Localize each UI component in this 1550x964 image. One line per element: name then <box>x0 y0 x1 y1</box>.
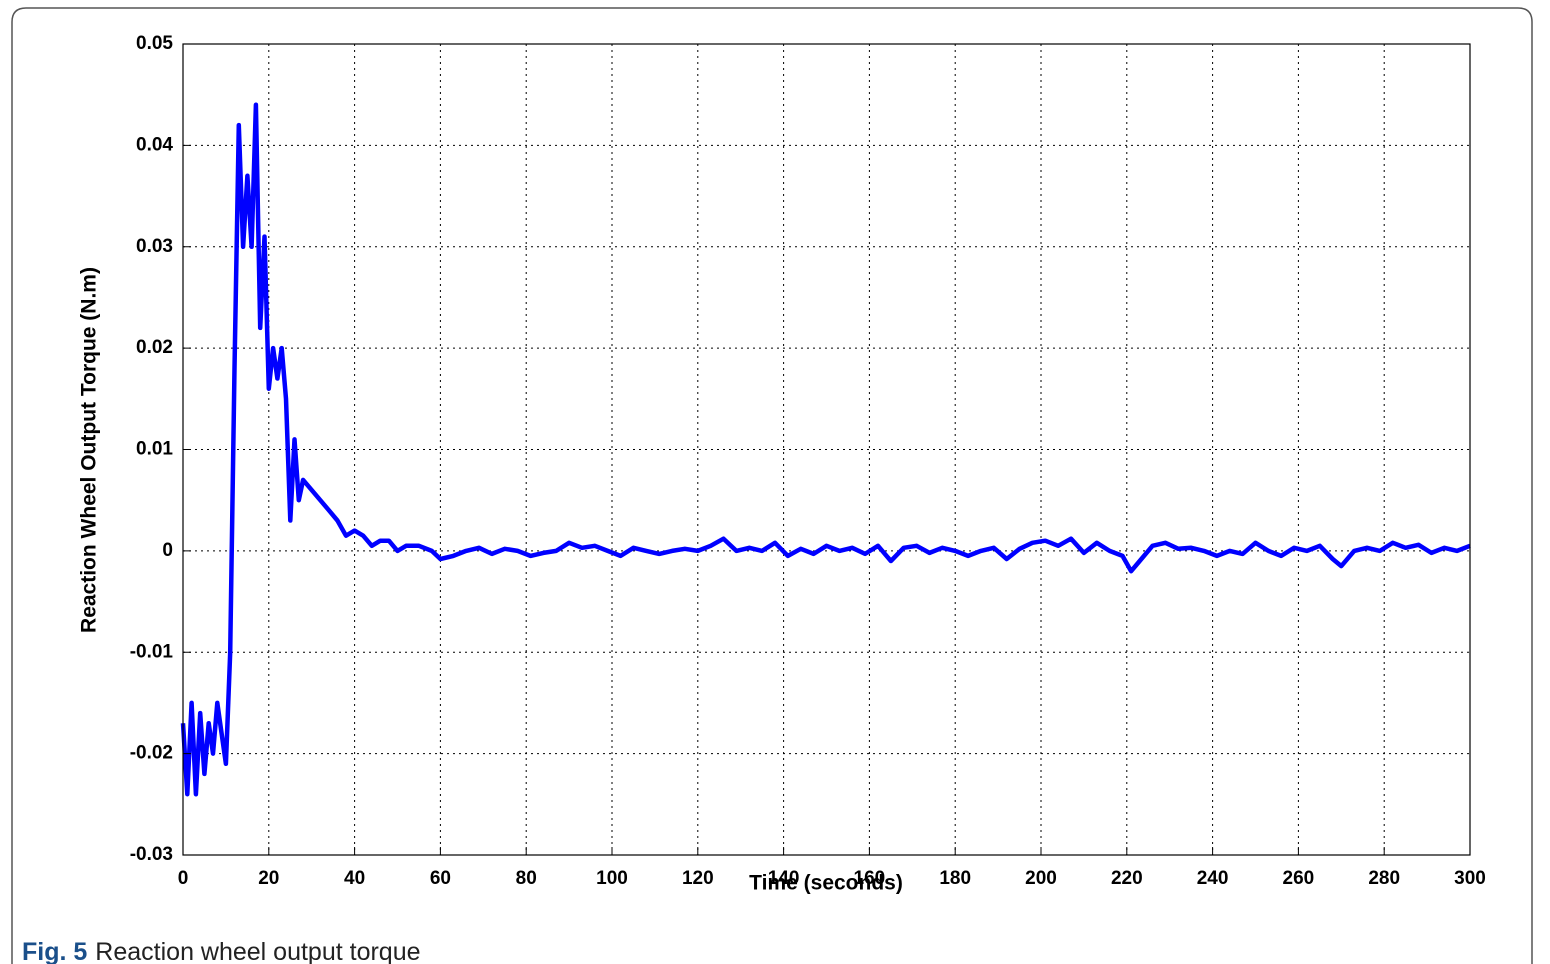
x-tick-label: 20 <box>258 868 279 889</box>
x-tick-label: 260 <box>1283 868 1315 889</box>
y-tick-label: -0.03 <box>130 844 173 865</box>
x-tick-label: 220 <box>1111 868 1143 889</box>
y-tick-label: 0 <box>162 540 173 561</box>
figure-frame <box>11 7 1533 964</box>
plot <box>180 102 1471 797</box>
y-tick-label: 0.01 <box>136 439 173 460</box>
x-tick-label: 100 <box>596 868 628 889</box>
x-axis-label: Time (seconds) <box>749 872 903 895</box>
caption-text: Reaction wheel output torque <box>95 938 420 964</box>
caption-label: Fig. 5 <box>22 938 87 964</box>
y-tick-label: 0.05 <box>136 33 173 54</box>
x-tick-label: 120 <box>682 868 714 889</box>
x-tick-label: 180 <box>939 868 971 889</box>
x-tick-label: 200 <box>1025 868 1057 889</box>
data-line <box>180 102 1471 797</box>
y-tick-label: 0.04 <box>136 134 173 155</box>
x-tick-label: 40 <box>344 868 365 889</box>
y-axis-label: Reaction Wheel Output Torque (N.m) <box>78 267 101 633</box>
y-tick-label: 0.03 <box>136 236 173 257</box>
y-tick-label: -0.01 <box>130 641 174 662</box>
caption: Fig. 5 Reaction wheel output torque <box>22 938 421 964</box>
x-tick-label: 280 <box>1368 868 1400 889</box>
x-tick-label: 0 <box>178 868 189 889</box>
x-tick-label: 140 <box>768 868 800 889</box>
x-tick-label: 60 <box>430 868 451 889</box>
x-tick-label: 300 <box>1454 868 1486 889</box>
y-tick-label: 0.02 <box>136 337 173 358</box>
x-tick-label: 80 <box>516 868 537 889</box>
x-tick-label: 160 <box>854 868 886 889</box>
y-tick-label: -0.02 <box>130 743 173 764</box>
x-tick-label: 240 <box>1197 868 1229 889</box>
